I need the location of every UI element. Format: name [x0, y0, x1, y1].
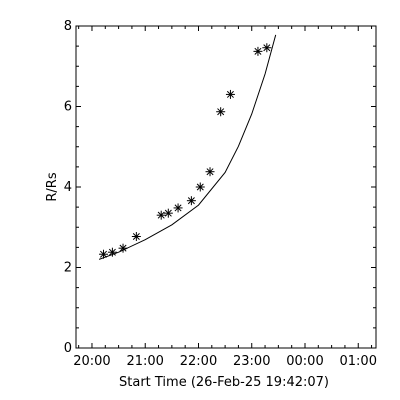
data-point	[173, 203, 183, 213]
x-tick-label: 01:00	[340, 354, 377, 369]
x-tick-label: 20:00	[73, 354, 110, 369]
data-point-stroke	[226, 90, 234, 98]
x-tick-label: 22:00	[180, 354, 217, 369]
data-point-stroke	[187, 197, 195, 205]
y-tick-label: 6	[64, 100, 72, 115]
y-tick-label: 8	[64, 19, 72, 34]
data-point	[216, 107, 226, 117]
data-points	[99, 43, 272, 259]
data-point-stroke	[206, 168, 214, 176]
data-point	[262, 43, 272, 53]
y-axis-label: R/Rs	[45, 172, 60, 201]
data-point-stroke	[196, 183, 204, 191]
data-point-stroke	[263, 44, 271, 52]
data-point-stroke	[217, 108, 225, 116]
data-point	[107, 247, 117, 257]
y-tick-label: 2	[64, 261, 72, 276]
data-point-stroke	[119, 244, 127, 252]
data-point	[225, 89, 235, 99]
data-point	[205, 167, 215, 177]
plot-frame	[75, 25, 377, 349]
data-point-stroke	[164, 209, 172, 217]
data-point	[118, 243, 128, 253]
data-point	[195, 182, 205, 192]
x-tick-label: 23:00	[233, 354, 270, 369]
x-tick-label: 21:00	[126, 354, 163, 369]
x-tick-label: 00:00	[286, 354, 323, 369]
data-point	[99, 249, 109, 259]
data-point-stroke	[132, 233, 140, 241]
fit-curve-line	[98, 34, 277, 260]
y-tick-label: 4	[64, 180, 72, 195]
data-point-stroke	[157, 211, 165, 219]
data-point-stroke	[100, 250, 108, 258]
data-point	[156, 210, 166, 220]
data-point	[131, 232, 141, 242]
x-axis-ticks: 20:00 21:00 22:00 23:00 00:00 01:00	[73, 26, 377, 369]
data-point-stroke	[174, 204, 182, 212]
x-axis-label: Start Time (26-Feb-25 19:42:07)	[119, 375, 329, 390]
data-point	[253, 46, 263, 56]
data-point	[163, 208, 173, 218]
data-point	[186, 196, 196, 206]
data-point-stroke	[108, 248, 116, 256]
y-tick-label: 0	[64, 341, 72, 356]
data-point-stroke	[254, 47, 262, 55]
